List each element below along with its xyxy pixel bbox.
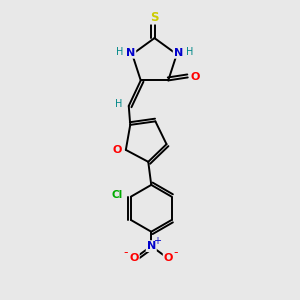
Text: N: N [126, 48, 135, 58]
Text: O: O [164, 253, 173, 263]
Text: +: + [153, 236, 161, 246]
Text: Cl: Cl [112, 190, 123, 200]
Text: N: N [147, 241, 156, 251]
Text: S: S [150, 11, 159, 24]
Text: O: O [130, 253, 139, 263]
Text: N: N [174, 48, 183, 58]
Text: -: - [174, 247, 178, 260]
Text: H: H [116, 47, 123, 57]
Text: O: O [190, 72, 200, 82]
Text: -: - [124, 247, 128, 260]
Text: H: H [186, 47, 193, 57]
Text: O: O [113, 146, 122, 155]
Text: H: H [116, 98, 123, 109]
